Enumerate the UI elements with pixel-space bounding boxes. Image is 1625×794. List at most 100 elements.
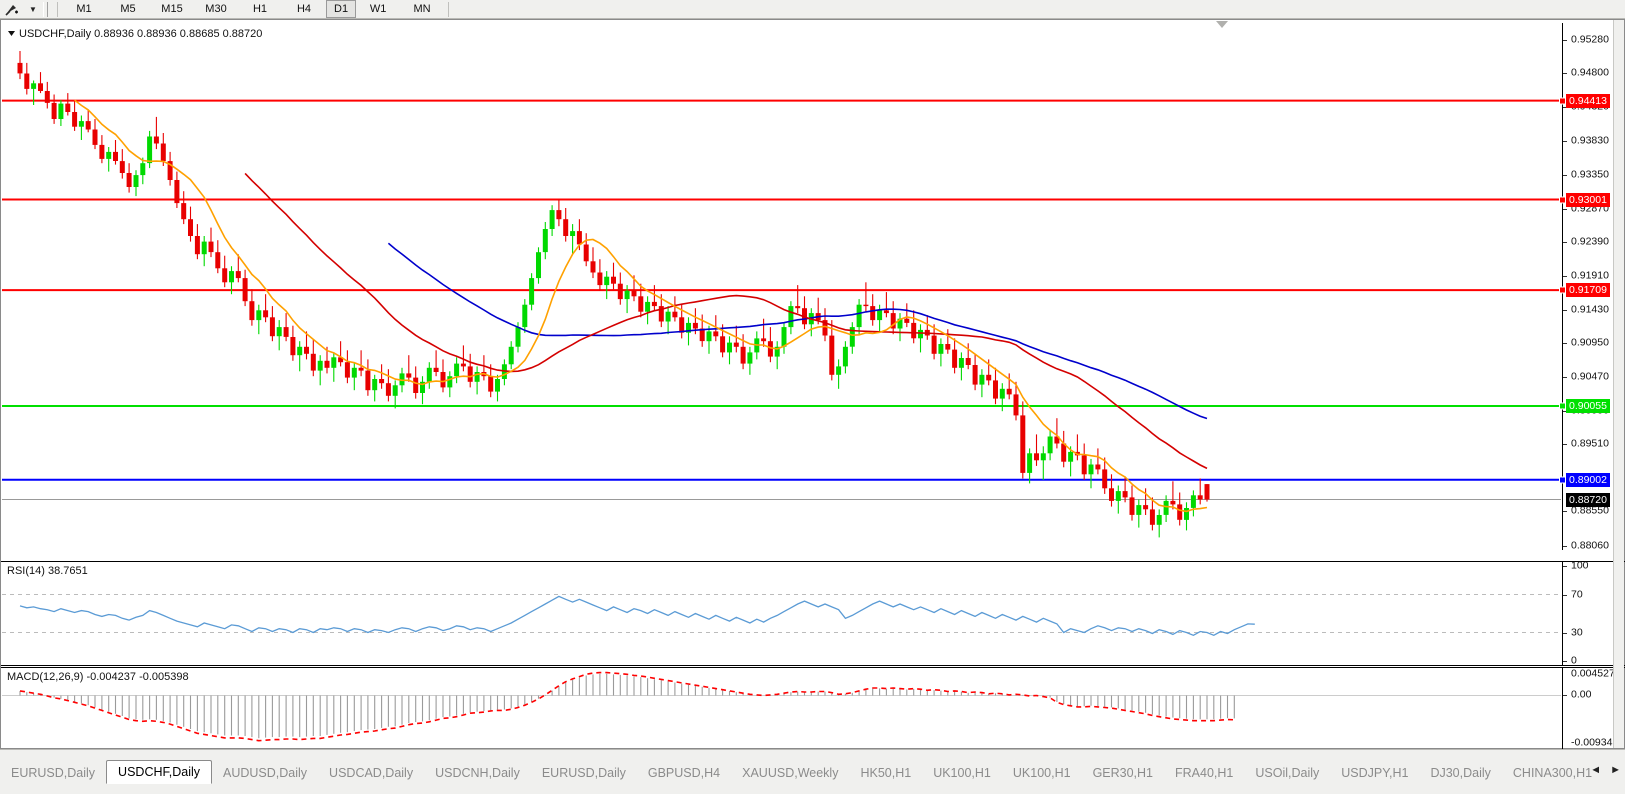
toolbar-grip[interactable] [43,1,48,17]
chart-tab-eurusd-daily[interactable]: EURUSD,Daily [541,766,626,780]
macd-pane[interactable]: 0.004527 0.00 -0.009348 MACD(12,26,9) -0.0… [1,667,1625,749]
rsi-plot[interactable] [2,562,1561,665]
price-marker-resistance[interactable]: 0.91709 [1566,283,1610,298]
price-tick-label: 0.89510 [1571,437,1609,450]
chart-tab-usdcnh-daily[interactable]: USDCNH,Daily [435,766,520,780]
chart-tab-ger30-h1[interactable]: GER30,H1 [1092,766,1154,780]
timeframe-h1[interactable]: H1 [252,3,268,15]
price-tick [1563,175,1567,177]
chart-tab-gbpusd-h4[interactable]: GBPUSD,H4 [647,766,721,780]
chart-toolbar: ▼ M1 M5 M15 M30 H1 H4 D1 W1 MN [0,0,1625,19]
price-tick-label: 0.91430 [1571,303,1609,316]
timeframe-m30[interactable]: M30 [205,3,227,15]
price-marker-resistance[interactable]: 0.94413 [1566,93,1610,108]
level-drag-handle[interactable] [1559,476,1566,484]
toolbar-separator [57,1,58,17]
chart-symbol-header: USDCHF,Daily 0.88936 0.88936 0.88685 0.8… [7,28,262,40]
macd-plot[interactable] [2,668,1561,749]
price-pane[interactable]: 0.952800.948000.943200.938300.933500.928… [1,23,1625,551]
tab-scroll-arrows: ◄ ► [1590,764,1621,776]
rsi-tick [1563,661,1567,662]
price-marker-support[interactable]: 0.90055 [1566,398,1610,413]
price-plot[interactable] [2,23,1561,550]
crosshair-cursor-icon[interactable] [0,1,26,18]
chart-tab-uk100-h1[interactable]: UK100,H1 [1012,766,1071,780]
vertical-scrollbar[interactable] [1613,20,1624,748]
timeframe-group: M1 M5 M15 M30 H1 H4 D1 W1 MN [62,0,444,18]
rsi-tick [1563,632,1567,634]
arrow-left-icon[interactable]: ◄ [1590,764,1602,776]
price-marker-resistance[interactable]: 0.93001 [1566,192,1610,207]
price-tick-label: 0.91910 [1571,269,1609,282]
price-tick [1563,309,1567,311]
chart-shift-marker-icon[interactable] [1216,21,1228,28]
rsi-header: RSI(14) 38.7651 [7,565,88,577]
rsi-tick-label: 30 [1571,626,1583,638]
candlestick-svg [2,51,1561,538]
price-tick-label: 0.93830 [1571,134,1609,147]
timeframe-m5[interactable]: M5 [120,3,136,15]
macd-tick [1563,695,1567,697]
price-tick [1563,73,1567,75]
price-tick [1563,545,1567,547]
level-drag-handle[interactable] [1559,402,1566,410]
rsi-tick [1563,594,1567,596]
chart-canvas-area[interactable]: 0.952800.948000.943200.938300.933500.928… [0,19,1625,769]
chart-tab-hk50-h1[interactable]: HK50,H1 [860,766,912,780]
rsi-tick-label: 70 [1571,588,1583,600]
chart-tab-bar: EURUSD,Daily USDCHF,Daily AUDUSD,Daily USDC… [0,749,1625,794]
macd-axis: 0.004527 0.00 -0.009348 [1562,668,1625,749]
rsi-pane[interactable]: 100 70 30 0 RSI(14) 38.7651 [1,559,1625,667]
price-tick-label: 0.92390 [1571,235,1609,248]
price-tick [1563,511,1567,513]
rsi-axis: 100 70 30 0 [1562,559,1625,667]
price-tick [1563,444,1567,446]
macd-svg [2,671,1561,742]
price-tick-label: 0.88550 [1571,504,1609,517]
chart-tab-usdchf-daily[interactable]: USDCHF,Daily [106,760,212,784]
timeframe-d1[interactable]: D1 [326,0,357,18]
price-tick [1563,343,1567,345]
timeframe-mn[interactable]: MN [413,3,431,15]
chart-header-text: USDCHF,Daily 0.88936 0.88936 0.88685 0.8… [19,28,263,40]
chart-tab-xauusd-weekly[interactable]: XAUUSD,Weekly [742,766,839,780]
timeframe-m1[interactable]: M1 [76,3,92,15]
chart-collapse-icon[interactable] [7,29,16,38]
price-marker-last-price[interactable]: 0.88720 [1566,492,1610,507]
timeframe-w1[interactable]: W1 [369,3,387,15]
chart-tab-audusd-daily[interactable]: AUDUSD,Daily [223,766,308,780]
price-tick [1563,107,1567,109]
rsi-tick-label: 100 [1571,559,1589,572]
price-tick-label: 0.93350 [1571,168,1609,181]
price-tick-label: 0.90950 [1571,336,1609,349]
timeframe-m15[interactable]: M15 [161,3,183,15]
level-drag-handle[interactable] [1559,286,1566,294]
chart-tab-uk100-h1[interactable]: UK100,H1 [933,766,991,780]
rsi-tick [1563,566,1567,567]
price-tick-label: 0.94800 [1571,66,1609,79]
price-tick-label: 0.90470 [1571,370,1609,383]
chart-tab-usdcad-daily[interactable]: USDCAD,Daily [329,766,414,780]
level-drag-handle[interactable] [1559,97,1566,105]
chart-tab-eurusd-daily[interactable]: EURUSD,Daily [11,766,96,780]
chart-tab-usdjpy-h1[interactable]: USDJPY,H1 [1341,766,1409,780]
chevron-down-icon[interactable]: ▼ [29,4,37,14]
chart-tab-china300-h1[interactable]: CHINA300,H1 [1512,766,1593,780]
price-axis[interactable]: 0.952800.948000.943200.938300.933500.928… [1559,23,1625,551]
macd-tick-label: -0.009348 [1571,736,1619,749]
price-marker-pivot[interactable]: 0.89002 [1566,472,1610,487]
level-drag-handle[interactable] [1559,196,1566,204]
arrow-right-icon[interactable]: ► [1610,764,1621,776]
chart-tab-dj30-daily[interactable]: DJ30,Daily [1430,766,1491,780]
chart-tab-fra40-h1[interactable]: FRA40,H1 [1175,766,1234,780]
price-tick [1563,275,1567,277]
rsi-tick-label: 0 [1571,654,1577,667]
macd-tick-label: 0.00 [1571,688,1592,701]
chart-tab-usoil-daily[interactable]: USOil,Daily [1255,766,1320,780]
price-tick [1563,141,1567,143]
chart-tabs: EURUSD,Daily USDCHF,Daily AUDUSD,Daily USDC… [0,760,1598,784]
macd-header: MACD(12,26,9) -0.004237 -0.005398 [7,671,189,683]
timeframe-h4[interactable]: H4 [296,3,312,15]
price-tick [1563,376,1567,378]
